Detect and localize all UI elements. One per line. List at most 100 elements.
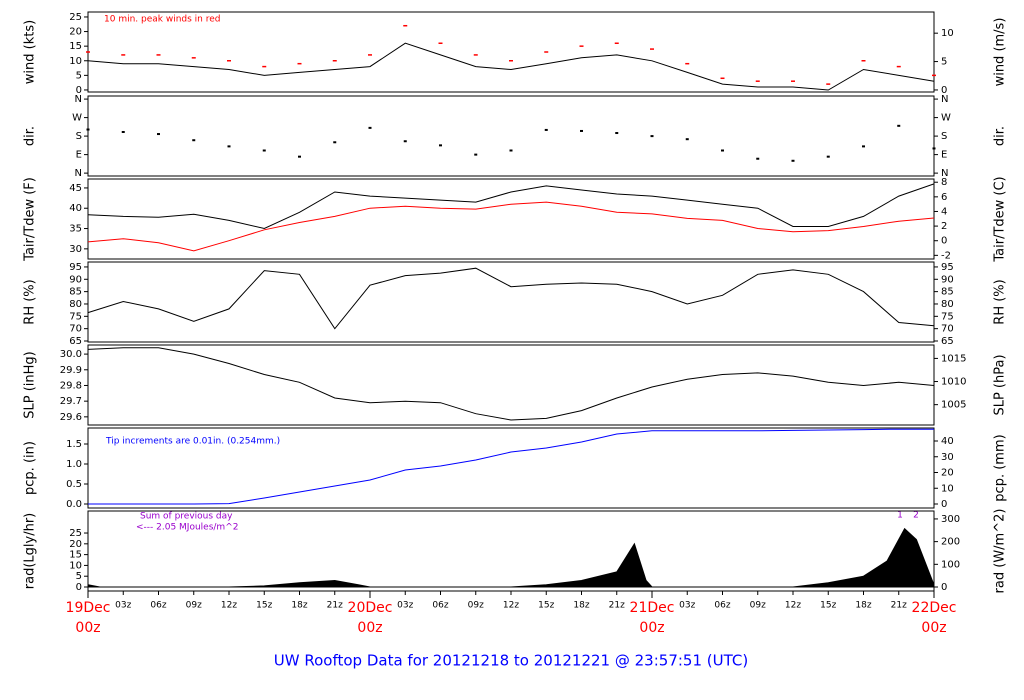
y2-axis-label: pcp. (mm)	[993, 434, 1008, 501]
y-tick-label: N	[75, 94, 82, 105]
y2-tick-label: N	[941, 168, 948, 179]
y-tick-label: 40	[69, 203, 82, 214]
dir-dot	[262, 149, 266, 152]
x-tick-label: 12z	[503, 601, 519, 611]
x-tick-label: 12z	[221, 601, 237, 611]
dir-dot	[227, 145, 231, 148]
y-tick-label: 10	[69, 560, 82, 571]
x-tick-label: 12z	[785, 601, 801, 611]
dir-dot	[86, 128, 90, 131]
x-tick-label: 18z	[291, 601, 307, 611]
x-tick-label: 18z	[573, 601, 589, 611]
dir-dot	[368, 126, 372, 129]
x-day-hour: 00z	[921, 620, 946, 636]
y2-tick-label: 5	[941, 57, 947, 68]
y2-tick-label: 1010	[941, 377, 966, 388]
x-day-label: 20Dec	[348, 600, 393, 616]
y-tick-label: 20	[69, 27, 82, 38]
dir-dot	[544, 128, 548, 131]
y2-tick-label: 300	[941, 514, 960, 525]
y-tick-label: 85	[69, 287, 82, 298]
dir-dot	[791, 159, 795, 162]
y-tick-label: 95	[69, 262, 82, 273]
x-day-label: 19Dec	[66, 600, 111, 616]
y-axis-label: wind (kts)	[23, 20, 38, 84]
x-tick-label: 21z	[891, 601, 907, 611]
x-tick-label: 06z	[432, 601, 448, 611]
y-tick-label: 5	[76, 571, 82, 582]
y2-tick-label: 1015	[941, 353, 966, 364]
y-tick-label: 70	[69, 324, 82, 335]
panel-frame	[87, 261, 935, 343]
x-day-hour: 00z	[639, 620, 664, 636]
y-tick-label: 1.5	[66, 439, 82, 450]
y2-tick-label: 6	[941, 192, 947, 203]
area	[87, 527, 935, 588]
x-tick-label: 15z	[820, 601, 836, 611]
y2-tick-label: 90	[941, 274, 954, 285]
y2-tick-label: 10	[941, 483, 954, 494]
y-tick-label: 29.8	[60, 380, 82, 391]
y2-tick-label: 30	[941, 452, 954, 463]
annotation: 2	[913, 511, 919, 521]
y2-tick-label: 0	[941, 236, 947, 247]
y-tick-label: 45	[69, 183, 82, 194]
x-day-label: 21Dec	[630, 600, 675, 616]
y-tick-label: 15	[69, 550, 82, 561]
x-tick-label: 03z	[679, 601, 695, 611]
y-axis-label: rad(Lgly/hr)	[23, 513, 38, 589]
dir-dot	[932, 147, 936, 150]
y2-tick-label: 1005	[941, 400, 966, 411]
y2-axis-label: Tair/Tdew (C)	[993, 176, 1008, 262]
y-tick-label: N	[75, 168, 82, 179]
y-axis-label: RH (%)	[23, 279, 38, 324]
y2-tick-label: S	[941, 131, 947, 142]
line	[87, 201, 935, 252]
dir-dot	[439, 144, 442, 147]
y2-tick-label: 10	[941, 28, 954, 39]
y2-tick-label: 0	[941, 85, 947, 96]
dir-dot	[192, 139, 196, 142]
x-day-hour: 00z	[75, 620, 100, 636]
line	[87, 42, 935, 91]
y-axis-label: SLP (inHg)	[23, 351, 38, 419]
y-tick-label: 15	[69, 41, 82, 52]
y-tick-label: 5	[76, 70, 82, 81]
y-tick-label: 75	[69, 311, 82, 322]
y-tick-label: 80	[69, 299, 82, 310]
y-tick-label: 0.5	[66, 479, 82, 490]
y-tick-label: 25	[69, 528, 82, 539]
dir-dot	[685, 138, 689, 141]
y2-axis-label: RH (%)	[993, 279, 1008, 324]
y2-tick-label: 100	[941, 559, 960, 570]
y2-axis-label: rad (W/m^2)	[993, 509, 1008, 594]
x-tick-label: 18z	[855, 601, 871, 611]
dir-dot	[580, 129, 583, 132]
y-tick-label: S	[76, 131, 82, 142]
y2-tick-label: 80	[941, 299, 954, 310]
dir-dot	[756, 157, 760, 160]
dir-dot	[615, 132, 619, 135]
y2-tick-label: 0	[941, 582, 947, 593]
y2-tick-label: 4	[941, 206, 947, 217]
annotation: Tip increments are 0.01in. (0.254mm.)	[105, 437, 280, 447]
y2-tick-label: -2	[941, 250, 951, 261]
panel-frame	[87, 344, 935, 426]
x-day-hour: 00z	[357, 620, 382, 636]
x-tick-label: 06z	[150, 601, 166, 611]
dir-dot	[826, 155, 830, 158]
y-tick-label: 35	[69, 224, 82, 235]
dir-dot	[298, 155, 301, 158]
y-tick-label: W	[72, 113, 82, 124]
line	[87, 183, 935, 230]
y2-tick-label: 40	[941, 436, 954, 447]
line	[87, 347, 935, 421]
y-tick-label: 0.0	[66, 499, 82, 510]
annotation: Sum of previous day	[140, 512, 233, 522]
y2-tick-label: 200	[941, 537, 960, 548]
y-tick-label: 0	[76, 582, 82, 593]
y-tick-label: 25	[69, 12, 82, 23]
y2-tick-label: 85	[941, 287, 954, 298]
x-tick-label: 06z	[714, 601, 730, 611]
y-axis-label: Tair/Tdew (F)	[23, 177, 38, 262]
